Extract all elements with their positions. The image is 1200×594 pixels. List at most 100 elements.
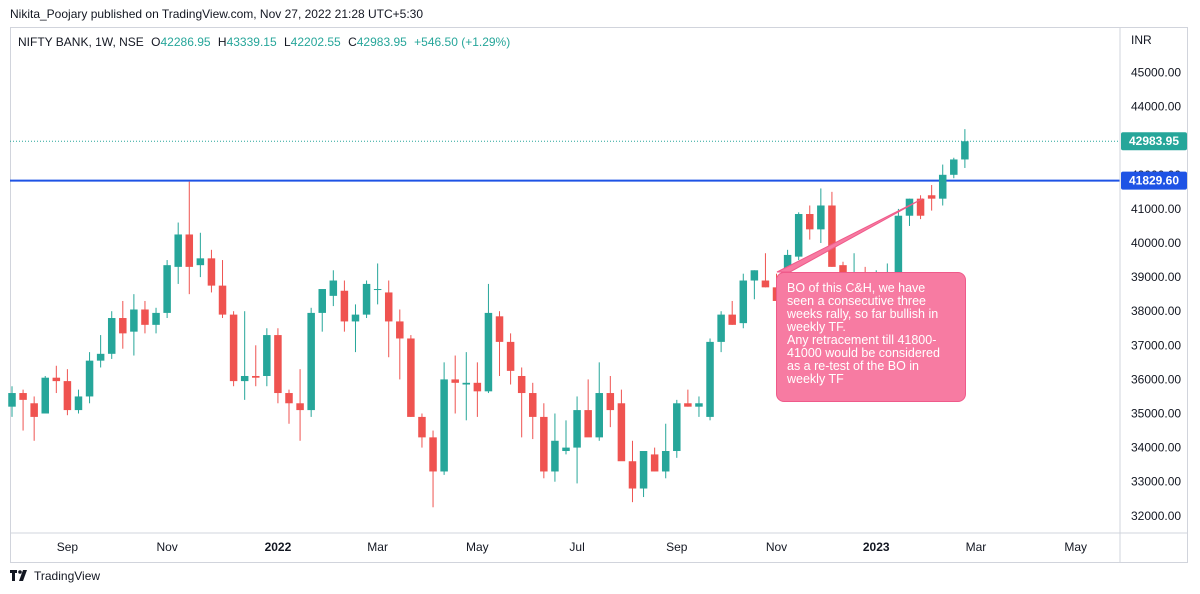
candle-body <box>396 321 404 339</box>
candle-body <box>573 410 581 448</box>
candle-body <box>650 454 659 472</box>
x-tick-label: Nov <box>766 540 787 554</box>
candle-body <box>152 312 160 325</box>
annotation-callout[interactable]: BO of this C&H, we have seen a consecuti… <box>776 272 966 402</box>
candle-body <box>41 377 49 414</box>
ohlc-high: 43339.15 <box>226 35 277 49</box>
candle <box>207 249 216 293</box>
ohlc-low: 42202.55 <box>290 35 341 49</box>
candle-body <box>961 141 969 160</box>
candle-body <box>551 440 559 472</box>
candle-body <box>473 382 482 392</box>
candle-body <box>828 205 836 267</box>
candle <box>905 198 914 226</box>
candle <box>761 253 770 288</box>
candle-body <box>130 309 138 332</box>
candle-body <box>429 437 437 472</box>
candle-body <box>96 353 105 361</box>
candle-body <box>806 214 814 230</box>
candle-body <box>107 318 116 354</box>
candle-body <box>119 318 127 334</box>
candle-body <box>495 316 504 342</box>
candle-body <box>207 258 216 286</box>
annotation-text: BO of this C&H, we have seen a consecuti… <box>787 281 940 386</box>
candle <box>495 311 504 376</box>
y-tick-label: 32000.00 <box>1131 509 1181 523</box>
price-labels: 42983.95 41829.60 <box>1121 132 1187 190</box>
candle <box>185 181 194 295</box>
candle <box>418 413 426 448</box>
x-tick-label: 2022 <box>265 540 292 554</box>
ohlc-open-label: O <box>151 35 161 49</box>
candle <box>296 369 304 441</box>
candle-body <box>340 290 349 322</box>
candle-body <box>30 403 38 417</box>
candle <box>551 413 559 482</box>
candle-body <box>927 195 936 199</box>
candle <box>152 307 160 334</box>
candle-body <box>761 280 770 288</box>
candle <box>961 129 969 168</box>
ohlc-open: 42286.95 <box>160 35 211 49</box>
candle <box>85 352 94 404</box>
candle-body <box>540 416 548 472</box>
candle-body <box>562 447 570 452</box>
candle <box>451 355 459 414</box>
candle-body <box>63 381 72 411</box>
candle <box>728 300 736 325</box>
candle <box>163 260 171 319</box>
candle <box>440 362 448 475</box>
candle <box>562 420 570 455</box>
candle <box>950 157 958 179</box>
candle <box>606 375 615 428</box>
candle-body <box>529 393 537 417</box>
candle <box>285 389 293 424</box>
candle <box>240 311 249 400</box>
candle <box>540 403 548 479</box>
symbol-legend: NIFTY BANK, 1W, NSE O42286.95 H43339.15 … <box>18 35 510 49</box>
candle-body <box>196 258 205 266</box>
x-tick-label: Sep <box>57 540 79 554</box>
x-tick-label: May <box>466 540 489 554</box>
breakout-price-tag-bg <box>1121 171 1187 190</box>
candle-body <box>362 283 371 315</box>
candle <box>119 300 127 349</box>
candle-body <box>329 280 338 296</box>
candle <box>484 283 493 394</box>
breakout-price-tag: 41829.60 <box>1129 174 1179 188</box>
candle-body <box>141 309 149 325</box>
tradingview-logo-icon <box>10 570 27 581</box>
candle <box>340 280 349 332</box>
candle <box>252 345 260 387</box>
candle-body <box>307 312 315 411</box>
candle <box>318 289 326 332</box>
y-tick-label: 37000.00 <box>1131 338 1181 352</box>
x-tick-label: May <box>1064 540 1087 554</box>
candle-body <box>163 265 171 313</box>
candle <box>706 338 714 421</box>
candle <box>329 270 338 307</box>
candle-body <box>817 205 825 230</box>
price-axis: INR45000.0044000.0043000.0042000.0041000… <box>1119 27 1181 563</box>
currency-label: INR <box>1131 33 1152 47</box>
candle-body <box>85 360 94 397</box>
candle <box>8 386 16 417</box>
candle <box>174 222 182 284</box>
tradingview-footer[interactable]: TradingView <box>10 569 100 583</box>
y-tick-label: 40000.00 <box>1131 236 1181 250</box>
candle <box>938 164 947 206</box>
candle <box>19 389 27 431</box>
candle <box>573 396 581 484</box>
candle <box>628 440 637 503</box>
last-price-tag-bg <box>1121 132 1187 151</box>
candle-body <box>794 214 803 257</box>
candle-body <box>706 341 714 417</box>
candle-body <box>684 403 692 407</box>
candle <box>595 362 603 441</box>
candle <box>107 311 116 359</box>
ohlc-close-label: C <box>348 35 357 49</box>
candle <box>263 328 271 387</box>
x-tick-label: Mar <box>966 540 987 554</box>
candle-body <box>418 416 426 438</box>
